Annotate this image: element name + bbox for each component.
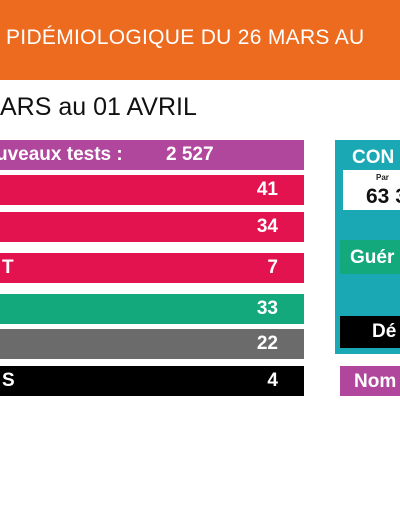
gueri-box: Guér: [340, 240, 400, 274]
nombre-box: Nom: [340, 366, 400, 396]
stat-bar: 22: [0, 329, 304, 359]
stat-bar-value: 22: [256, 333, 278, 354]
stat-bar-value: 4: [267, 370, 278, 391]
gueri-label: Guér: [350, 247, 395, 268]
summary-card-title: CON: [352, 147, 395, 168]
deces-box: Dé: [340, 316, 400, 348]
stat-bar: 34: [0, 212, 304, 242]
summary-number: 63 3: [366, 185, 400, 208]
nombre-label: Nom: [354, 371, 397, 392]
summary-number-box: [343, 170, 400, 210]
deces-label: Dé: [372, 321, 397, 342]
stat-bar: 41: [0, 175, 304, 205]
stat-bar-label: uveaux tests :: [0, 144, 123, 165]
banner-title: PIDÉMIOLOGIQUE DU 26 MARS AU: [6, 26, 365, 49]
stat-bar-value: 33: [256, 298, 278, 319]
stat-bar-value: 2 527: [166, 144, 214, 165]
stat-bar: S 4: [0, 366, 304, 396]
stat-bar-value: 41: [256, 179, 278, 200]
date-subtitle: ARS au 01 AVRIL: [0, 93, 197, 121]
stat-bar-label: T: [2, 257, 14, 278]
stat-bar: 33: [0, 294, 304, 324]
stat-bar-tests: uveaux tests : 2 527: [0, 140, 304, 170]
summary-par-label: Par: [376, 173, 389, 182]
header-banner: PIDÉMIOLOGIQUE DU 26 MARS AU: [0, 0, 400, 80]
stat-bar: T 7: [0, 253, 304, 283]
stat-bar-value: 34: [256, 216, 278, 237]
stat-bar-value: 7: [267, 257, 278, 278]
stat-bar-label: S: [2, 370, 15, 391]
